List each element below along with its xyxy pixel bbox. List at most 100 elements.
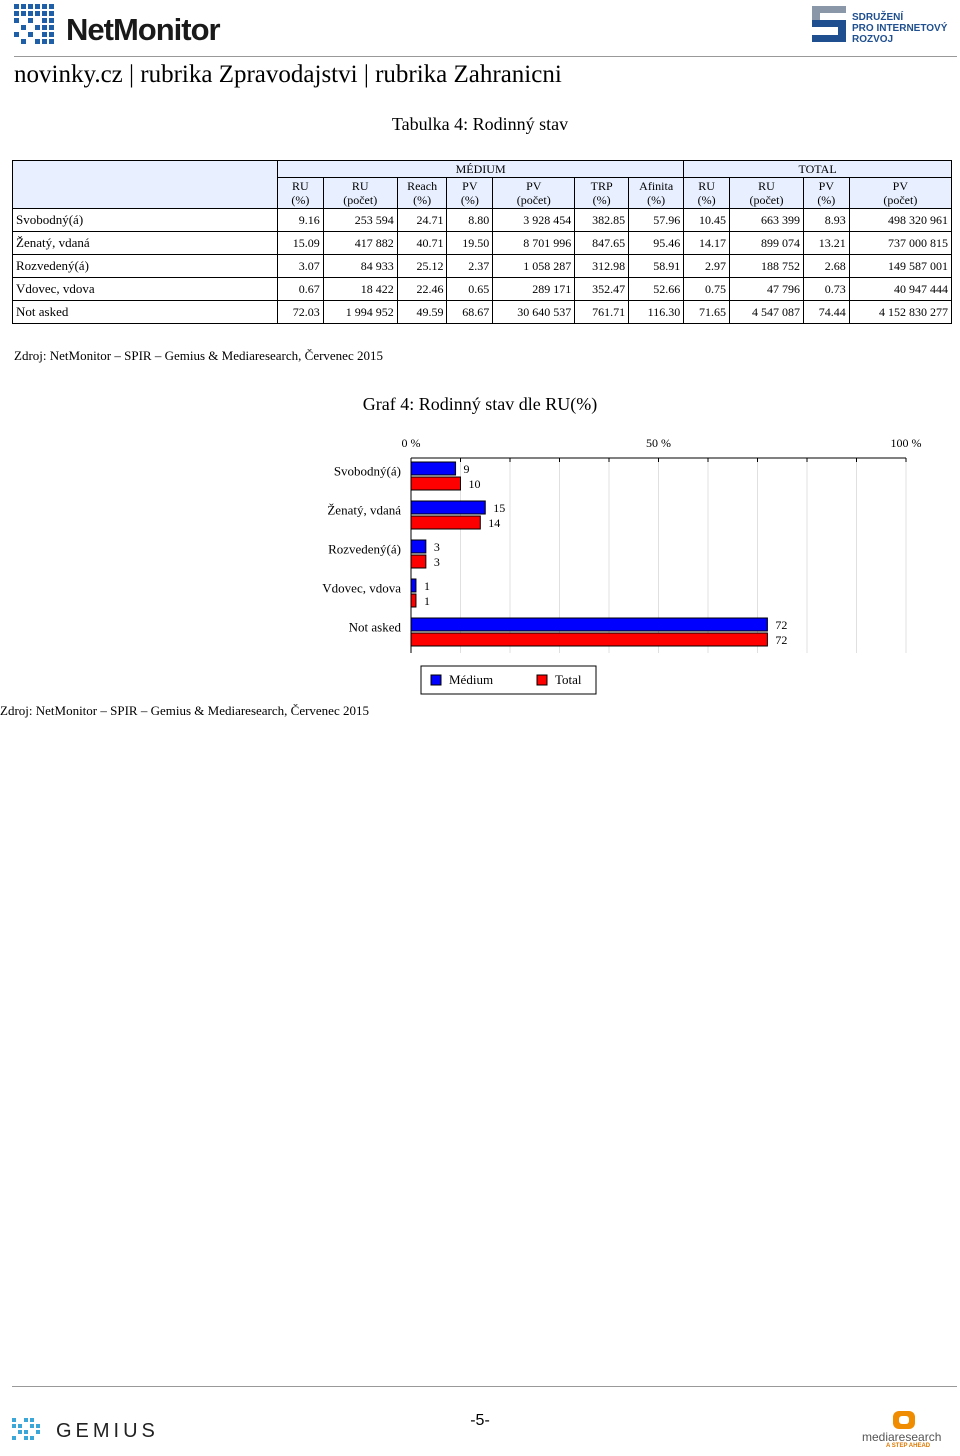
table-row: Svobodný(á) 9.16 253 594 24.71 8.80 3 928 454…: [12, 208, 953, 232]
col-header-line2: (počet): [749, 193, 784, 207]
data-label: 1: [424, 594, 430, 608]
col-header-medium-2: Reach (%): [396, 177, 448, 209]
table-cell: 15.09: [277, 231, 324, 255]
data-label: 72: [775, 633, 787, 647]
table-cell: 95.46: [628, 231, 685, 255]
table-cell: 2.97: [683, 254, 730, 278]
logo-dot: [42, 4, 47, 9]
col-header-line2: (%): [592, 193, 611, 207]
x-tick-label: 50 %: [646, 436, 671, 450]
bar-mdium: [410, 617, 768, 632]
col-header-medium-0: RU (%): [277, 177, 324, 209]
table-cell: 498 320 961: [848, 208, 953, 232]
table-cell: 1 058 287: [492, 254, 576, 278]
col-header-line2: (počet): [343, 193, 378, 207]
spir-line-1: SDRUŽENÍ: [852, 12, 904, 23]
spir-line-3: ROZVOJ: [852, 34, 894, 45]
netmonitor-dots-icon: [14, 4, 62, 48]
logo-dot: [42, 39, 47, 44]
x-tick-label: 0 %: [402, 436, 421, 450]
table-cell: 188 752: [728, 254, 804, 278]
table-row: Not asked 72.03 1 994 952 49.59 68.67 30 640 …: [12, 300, 953, 324]
category-label: Ženatý, vdaná: [327, 503, 401, 518]
group-header-total: TOTAL: [683, 160, 952, 178]
col-header-line1: RU: [758, 179, 775, 193]
header-divider: [14, 56, 957, 57]
logo-dot: [28, 18, 33, 23]
table-title: Tabulka 4: Rodinný stav: [391, 114, 569, 134]
logo-dot: [49, 18, 54, 23]
col-header-line2: (%): [647, 193, 666, 207]
col-header-line2: (%): [413, 193, 432, 207]
table-cell: 47 796: [728, 277, 804, 301]
col-header-line1: PV: [818, 179, 834, 193]
table-cell: 68.67: [446, 300, 494, 324]
legend-label: Total: [555, 672, 582, 687]
table-cell: 1 994 952: [322, 300, 398, 324]
table-cell: 663 399: [728, 208, 804, 232]
table-cell: 49.59: [396, 300, 448, 324]
col-header-line2: (%): [291, 193, 310, 207]
gemius-dot: [12, 1436, 16, 1440]
corner-cell: [12, 160, 278, 209]
category-label: Not asked: [349, 620, 402, 635]
bar-total: [410, 632, 768, 647]
logo-dot: [49, 11, 54, 16]
page-number: -5-: [470, 1412, 490, 1429]
data-label: 3: [434, 555, 440, 569]
gemius-dot: [36, 1430, 40, 1434]
netmonitor-logo: NetMonitor: [14, 4, 254, 48]
table-cell: 312.98: [574, 254, 630, 278]
gemius-dot: [18, 1424, 22, 1428]
logo-dot: [49, 4, 54, 9]
data-label: 14: [488, 516, 500, 530]
col-header-line2: (%): [460, 193, 479, 207]
table-cell: 761.71: [574, 300, 630, 324]
table-cell: 72.03: [277, 300, 324, 324]
table-cell: 22.46: [396, 277, 448, 301]
logo-dot: [21, 25, 26, 30]
table-cell: 74.44: [802, 300, 850, 324]
col-header-line2: (počet): [883, 193, 918, 207]
data-label: 9: [464, 462, 470, 476]
table-cell: 18 422: [322, 277, 398, 301]
table-cell: 3 928 454: [492, 208, 576, 232]
table-cell: 382.85: [574, 208, 630, 232]
logo-dot: [49, 39, 54, 44]
legend-swatch: [536, 674, 548, 686]
table-row: Vdovec, vdova 0.67 18 422 22.46 0.65 289 171 3…: [12, 277, 953, 301]
col-header-line2: (%): [817, 193, 836, 207]
data-label: 3: [434, 540, 440, 554]
col-header-medium-6: Afinita (%): [628, 177, 685, 209]
table-cell: 9.16: [277, 208, 324, 232]
table-cell: 289 171: [492, 277, 576, 301]
table-cell: 737 000 815: [848, 231, 953, 255]
bar-mdium: [410, 578, 417, 593]
logo-dot: [42, 32, 47, 37]
table-cell: 8 701 996: [492, 231, 576, 255]
col-header-line1: TRP: [590, 179, 613, 193]
gemius-logo: GEMIUS: [12, 1418, 182, 1444]
site-title: novinky.cz | rubrika Zpravodajstvi | rub…: [14, 61, 562, 88]
logo-dot: [42, 25, 47, 30]
table-cell: 13.21: [802, 231, 850, 255]
col-header-total-2: PV (%): [802, 177, 850, 209]
mediaresearch-logo: mediaresearch A STEP AHEAD: [862, 1410, 952, 1452]
table-cell: 84 933: [322, 254, 398, 278]
table-cell: 0.65: [446, 277, 494, 301]
col-header-line2: (počet): [516, 193, 551, 207]
bar-mdium: [410, 539, 427, 554]
table-cell: 0.73: [802, 277, 850, 301]
gemius-dot: [30, 1418, 34, 1422]
row-label: Rozvedený(á): [12, 254, 278, 278]
col-header-medium-5: TRP (%): [574, 177, 630, 209]
table-cell: 116.30: [628, 300, 685, 324]
gemius-dot: [12, 1424, 16, 1428]
bar-mdium: [410, 461, 457, 476]
table-cell: 149 587 001: [848, 254, 953, 278]
col-header-line1: Afinita: [639, 179, 674, 193]
col-header-medium-4: PV (počet): [492, 177, 576, 209]
data-label: 15: [493, 501, 505, 515]
logo-dot: [28, 11, 33, 16]
bar-total: [410, 476, 461, 491]
